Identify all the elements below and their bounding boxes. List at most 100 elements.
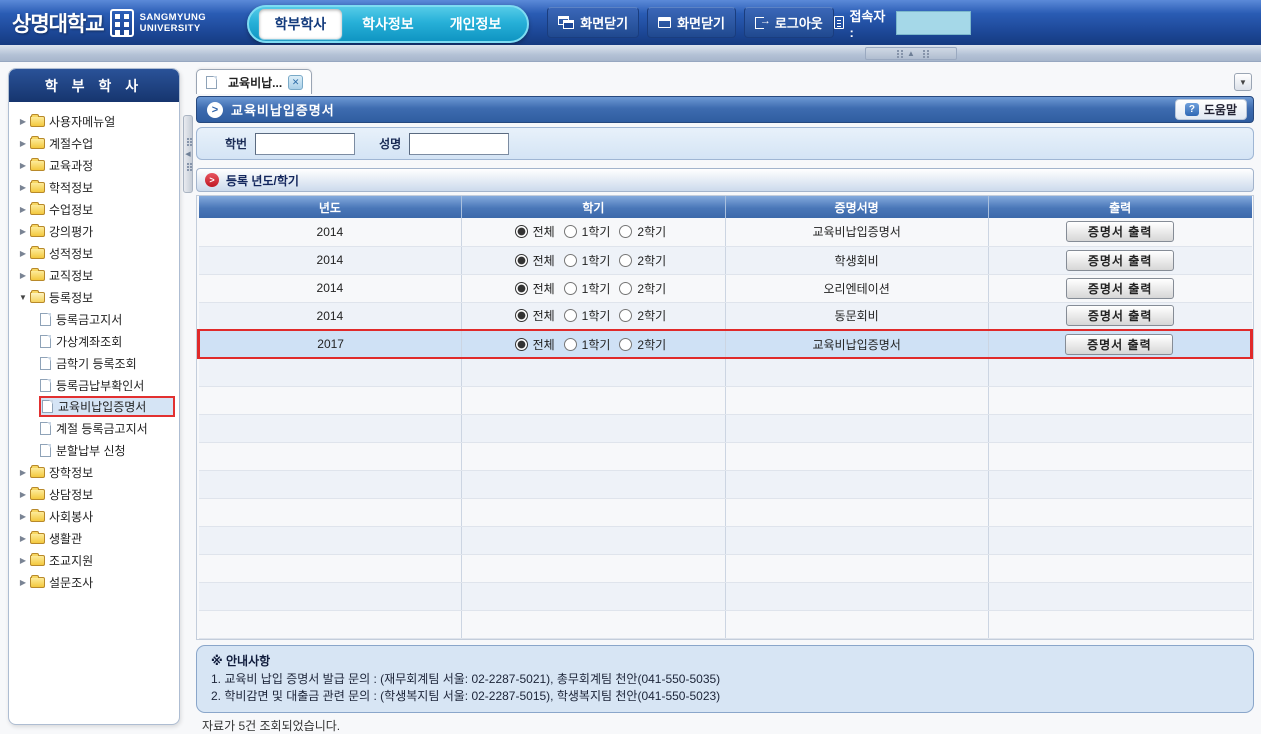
student-id-input[interactable] [255,132,356,155]
chevron-right-icon[interactable]: ▶ [19,577,27,587]
sidebar-item[interactable]: ▶ 설문조사 [17,571,175,593]
university-logo[interactable]: 상명대학교 SANGMYUNG UNIVERSITY [0,8,247,38]
sidebar-item[interactable]: 등록금납부확인서 [39,374,175,396]
chevron-right-icon[interactable]: ▶ [19,138,27,148]
semester-radio-label[interactable]: 1학기 [581,337,611,352]
empty-cell [988,470,1252,499]
semester-radio[interactable] [514,225,528,239]
semester-radio-label[interactable]: 1학기 [581,253,611,268]
sidebar-item[interactable]: 분할납부 신청 [39,439,175,461]
sidebar-item[interactable]: ▶ 사용자메뉴얼 [17,110,175,132]
sidebar-item[interactable]: ▶ 장학정보 [17,461,175,483]
header-action-button[interactable]: 화면닫기 [547,7,640,38]
sidebar-item[interactable]: ▶ 계절수업 [17,132,175,154]
chevron-right-icon[interactable]: ▶ [19,160,27,170]
semester-radio[interactable] [563,337,577,351]
semester-radio[interactable] [514,309,528,323]
semester-radio-group: 전체 1학기 2학기 [462,280,724,297]
semester-radio[interactable] [619,337,633,351]
sidebar-item-selected[interactable]: 교육비납입증명서 [39,396,175,417]
semester-radio-label[interactable]: 2학기 [637,309,667,324]
sidebar-item[interactable]: ▶ 사회봉사 [17,505,175,527]
sidebar-item[interactable]: ▶ 교육과정 [17,154,175,176]
semester-radio-label[interactable]: 전체 [532,225,555,240]
folder-icon [30,574,45,588]
semester-radio-label[interactable]: 전체 [532,253,555,268]
header-action-button[interactable]: → 로그아웃 [743,7,834,38]
chevron-right-icon[interactable]: ▶ [19,511,27,521]
tab-list-dropdown-button[interactable]: ▼ [1234,73,1252,91]
semester-radio[interactable] [563,281,577,295]
print-cell: 증명서 출력 [988,246,1252,275]
help-button[interactable]: ? 도움말 [1174,99,1247,120]
print-certificate-button[interactable]: 증명서 출력 [1066,249,1175,271]
semester-radio[interactable] [563,309,577,323]
sidebar-splitter-handle[interactable]: ◀ [183,115,193,193]
chevron-down-icon[interactable]: ▼ [19,292,27,302]
chevron-right-icon[interactable]: ▶ [19,204,27,214]
print-certificate-button[interactable]: 증명서 출력 [1065,333,1174,355]
print-certificate-button[interactable]: 증명서 출력 [1066,305,1175,327]
chevron-right-icon[interactable]: ▶ [19,248,27,258]
chevron-right-icon[interactable]: ▶ [19,467,27,477]
semester-radio[interactable] [563,253,577,267]
semester-radio-label[interactable]: 2학기 [637,337,667,352]
sidebar-item[interactable]: ▶ 학적정보 [17,176,175,198]
document-tab[interactable]: 교육비납... ✕ [196,69,313,94]
sidebar-item[interactable]: 등록금고지서 [39,308,175,330]
semester-radio-label[interactable]: 2학기 [637,281,667,296]
empty-cell [198,498,463,527]
table-row: 2017 전체 1학기 2학기 교육비납입증명서 증명서 출력 [196,329,1254,359]
semester-radio-label[interactable]: 1학기 [581,309,611,324]
sidebar-item[interactable]: ▼ 등록정보 [17,286,175,308]
semester-radio[interactable] [619,253,633,267]
semester-radio-label[interactable]: 1학기 [581,225,611,240]
semester-radio[interactable] [619,225,633,239]
semester-radio[interactable] [619,309,633,323]
print-certificate-button[interactable]: 증명서 출력 [1066,221,1175,243]
sidebar-item-label: 계절 등록금고지서 [56,421,148,436]
semester-radio[interactable] [514,337,528,351]
sidebar-item[interactable]: ▶ 수업정보 [17,198,175,220]
semester-radio-label[interactable]: 2학기 [637,253,667,268]
sidebar-item[interactable]: ▶ 상담정보 [17,483,175,505]
table-header-row: 년도 학기 증명서명 출력 [198,196,1252,218]
nav-tab[interactable]: 학부학사 [258,8,343,39]
chevron-right-icon[interactable]: ▶ [19,226,27,236]
semester-radio-label[interactable]: 1학기 [581,281,611,296]
semester-radio-label[interactable]: 전체 [532,337,555,352]
print-certificate-button[interactable]: 증명서 출력 [1066,277,1175,299]
semester-radio-label[interactable]: 2학기 [637,225,667,240]
nav-tab[interactable]: 개인정보 [449,15,502,32]
semester-radio-label[interactable]: 전체 [532,309,555,324]
sidebar-item[interactable]: ▶ 강의평가 [17,220,175,242]
semester-radio-label[interactable]: 전체 [532,281,555,296]
sidebar-item[interactable]: ▶ 교직정보 [17,264,175,286]
chevron-right-icon[interactable]: ▶ [19,533,27,543]
folder-icon [30,464,45,478]
chevron-right-icon[interactable]: ▶ [19,489,27,499]
chevron-right-icon[interactable]: ▶ [19,182,27,192]
semester-radio[interactable] [619,281,633,295]
sidebar-item[interactable]: 계절 등록금고지서 [39,417,175,439]
chevron-right-icon[interactable]: ▶ [19,270,27,280]
sidebar-item[interactable]: ▶ 조교지원 [17,549,175,571]
semester-radio[interactable] [514,253,528,267]
sidebar-item[interactable]: ▶ 성적정보 [17,242,175,264]
header-collapse-handle[interactable]: ▲ [865,47,957,60]
name-input[interactable] [409,132,510,155]
empty-cell [725,414,989,443]
sidebar-item[interactable]: 가상계좌조회 [39,330,175,352]
chevron-right-icon[interactable]: ▶ [19,555,27,565]
column-header: 년도 [198,196,463,218]
header-action-button[interactable]: 화면닫기 [647,7,736,38]
semester-radio[interactable] [514,281,528,295]
tab-close-icon[interactable]: ✕ [288,74,304,90]
sidebar-item[interactable]: ▶ 생활관 [17,527,175,549]
folder-icon [30,289,45,303]
nav-tab[interactable]: 학사정보 [362,15,414,32]
chevron-right-icon[interactable]: ▶ [19,116,27,126]
semester-radio[interactable] [563,225,577,239]
empty-cell [988,358,1252,387]
sidebar-item[interactable]: 금학기 등록조회 [39,352,175,374]
